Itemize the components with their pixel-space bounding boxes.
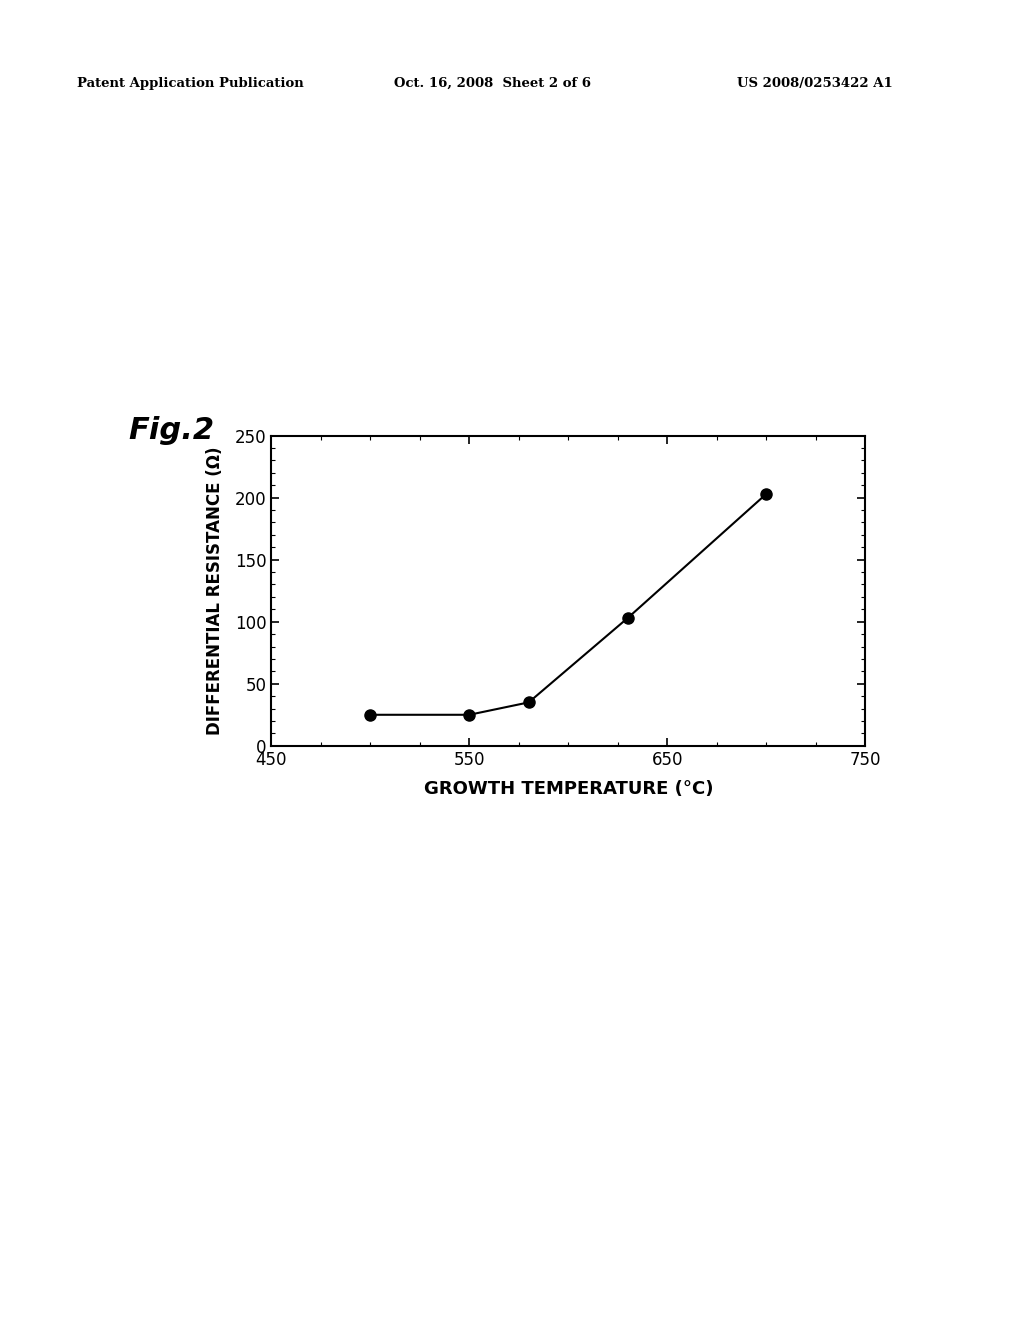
X-axis label: GROWTH TEMPERATURE (°C): GROWTH TEMPERATURE (°C)	[424, 780, 713, 797]
Text: US 2008/0253422 A1: US 2008/0253422 A1	[737, 77, 893, 90]
Text: Fig.2: Fig.2	[128, 416, 214, 445]
Text: Oct. 16, 2008  Sheet 2 of 6: Oct. 16, 2008 Sheet 2 of 6	[394, 77, 591, 90]
Text: Patent Application Publication: Patent Application Publication	[77, 77, 303, 90]
Y-axis label: DIFFERENTIAL RESISTANCE (Ω): DIFFERENTIAL RESISTANCE (Ω)	[206, 446, 224, 735]
